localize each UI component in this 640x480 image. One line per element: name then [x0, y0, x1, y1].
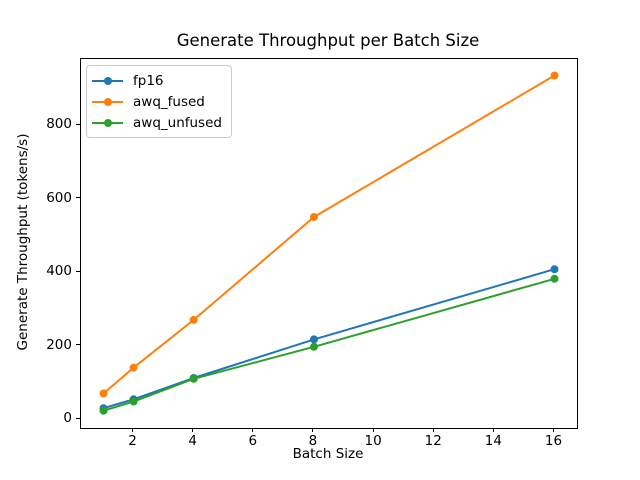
y-tick-mark	[76, 270, 80, 272]
x-tick-label: 8	[308, 433, 318, 449]
x-tick-label: 4	[188, 433, 198, 449]
data-point-awq_unfused	[99, 406, 108, 415]
x-tick-mark	[552, 428, 554, 432]
data-point-awq_fused	[129, 363, 138, 372]
chart-canvas	[99, 71, 559, 415]
y-tick-mark	[76, 123, 80, 125]
x-tick-mark	[492, 428, 494, 432]
data-point-awq_unfused	[129, 397, 138, 406]
legend-label: awq_fused	[133, 93, 205, 110]
x-tick-label: 16	[544, 433, 563, 449]
data-point-awq_fused	[550, 71, 559, 80]
data-point-awq_unfused	[550, 274, 559, 283]
y-tick-mark	[76, 417, 80, 419]
legend-label: fp16	[133, 72, 164, 89]
y-tick-label: 0	[63, 410, 72, 427]
legend-line-marker-icon	[92, 74, 123, 88]
x-tick-label: 2	[128, 433, 137, 449]
x-tick-mark	[252, 428, 254, 432]
legend-item-fp16: fp16	[92, 70, 222, 91]
legend-item-awq-unfused: awq_unfused	[92, 112, 222, 133]
chart-title: Generate Throughput per Batch Size	[176, 31, 480, 50]
y-axis-label: Generate Throughput (tokens/s)	[15, 133, 31, 351]
x-tick-mark	[312, 428, 314, 432]
series-line-awq_unfused	[103, 277, 555, 412]
x-tick-mark	[372, 428, 374, 432]
data-point-awq_unfused	[189, 374, 198, 383]
data-point-awq_fused	[310, 213, 318, 221]
legend-line-marker-icon	[92, 116, 123, 130]
data-point-awq_fused	[189, 315, 198, 324]
data-point-awq_fused	[99, 389, 108, 398]
data-point-fp16	[310, 335, 318, 344]
x-tick-label: 12	[424, 433, 442, 449]
y-tick-label: 600	[46, 189, 72, 206]
x-tick-mark	[432, 428, 434, 432]
x-axis-label: Batch Size	[292, 446, 364, 462]
x-tick-label: 14	[484, 433, 502, 449]
y-tick-label: 200	[46, 336, 72, 353]
data-point-fp16	[550, 265, 559, 274]
legend: fp16 awq_fused awq_unfused	[86, 65, 232, 138]
x-tick-mark	[132, 428, 134, 432]
x-tick-mark	[192, 428, 194, 432]
legend-line-marker-icon	[92, 95, 123, 109]
y-tick-label: 400	[46, 263, 72, 280]
y-tick-label: 800	[46, 116, 72, 133]
x-tick-label: 10	[364, 433, 382, 449]
plot-area: fp16 awq_fused awq_unfused	[80, 58, 578, 429]
legend-item-awq-fused: awq_fused	[92, 91, 222, 112]
data-point-awq_unfused	[310, 342, 318, 351]
legend-label: awq_unfused	[133, 114, 222, 131]
y-tick-mark	[76, 197, 80, 199]
x-tick-label: 6	[248, 433, 258, 449]
y-tick-mark	[76, 344, 80, 346]
